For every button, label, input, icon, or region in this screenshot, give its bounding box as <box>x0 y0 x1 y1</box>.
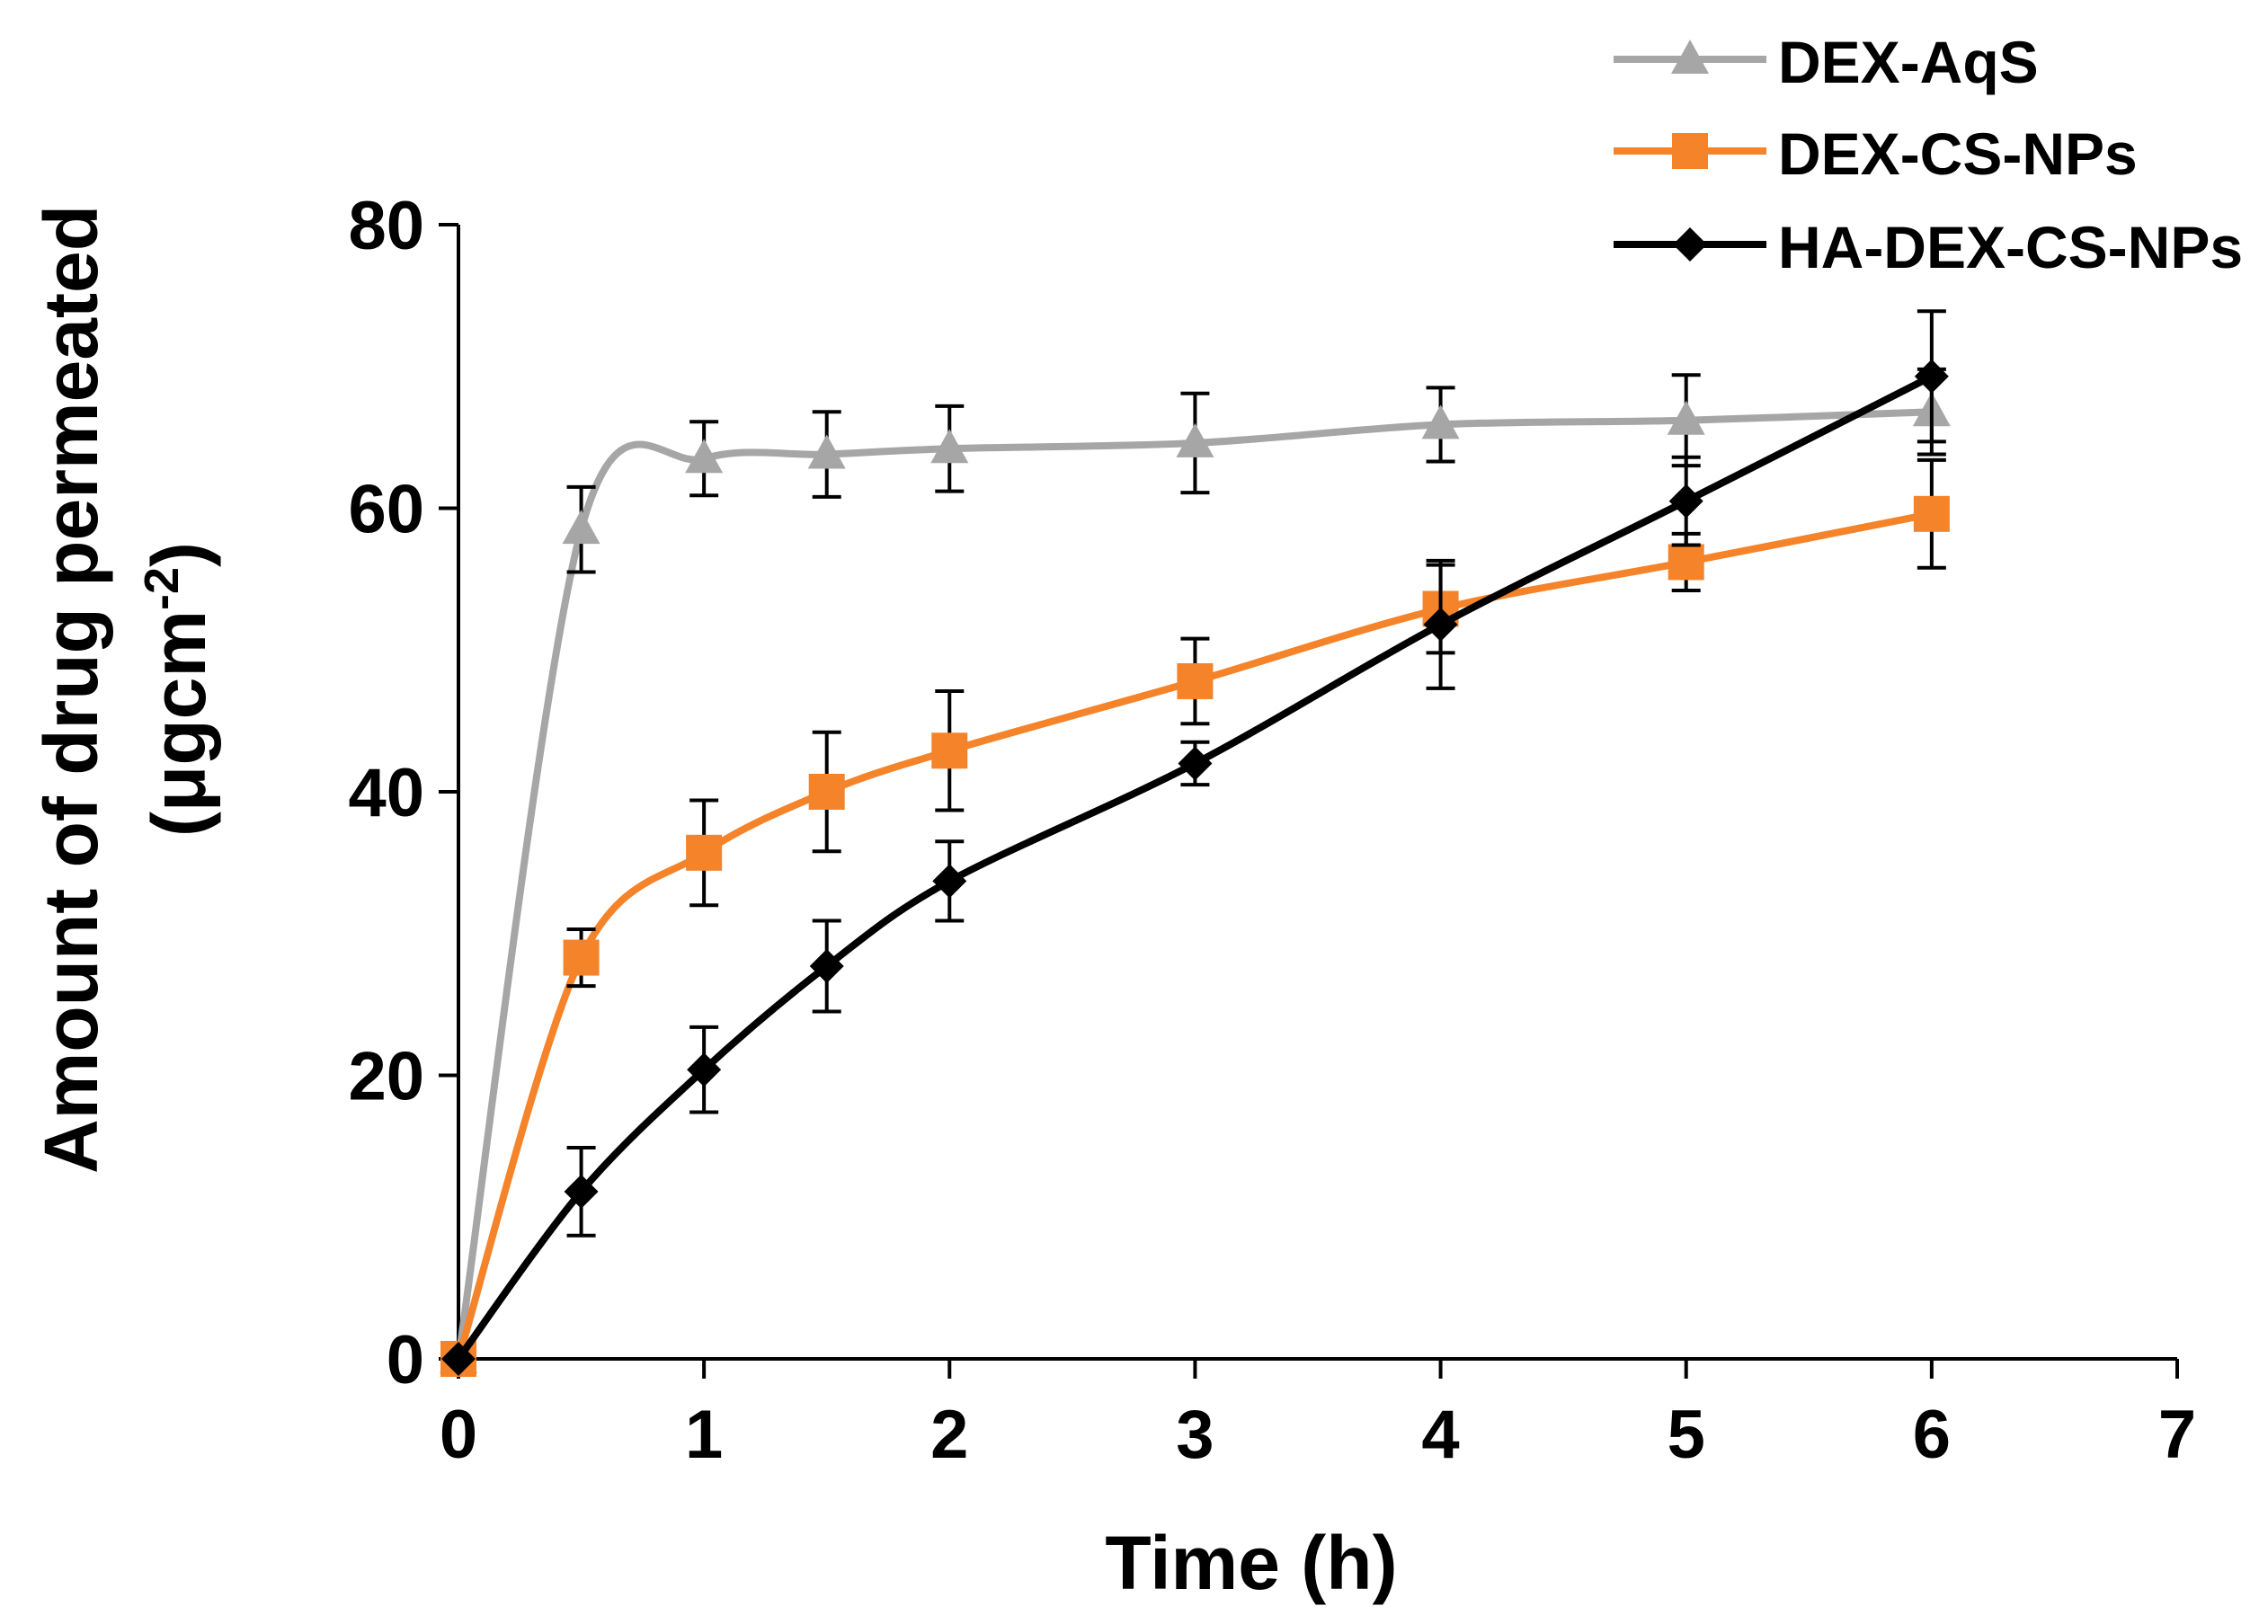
x-tick-label: 1 <box>685 1397 723 1473</box>
data-point <box>1668 544 1704 581</box>
x-tick-label: 5 <box>1668 1397 1705 1473</box>
legend-swatch-marker <box>1673 227 1707 262</box>
legend-item: DEX-AqS <box>1614 29 2039 95</box>
y-axis-ticks: 0 20 40 60 80 <box>348 188 458 1398</box>
y-axis-title: Amount of drug permeated (μgcm-2) <box>29 205 221 1174</box>
x-tick-label: 2 <box>930 1397 968 1473</box>
x-tick-label: 7 <box>2158 1397 2196 1473</box>
data-point <box>1177 662 1214 699</box>
legend-label: DEX-AqS <box>1778 29 2039 95</box>
data-point <box>808 774 845 810</box>
x-tick-label: 6 <box>1913 1397 1951 1473</box>
data-point <box>809 949 844 984</box>
data-point <box>1178 746 1213 781</box>
data-point <box>1914 359 1949 394</box>
legend: DEX-AqS DEX-CS-NPs HA-DEX-CS-NPs <box>1614 29 2243 280</box>
legend-item: DEX-CS-NPs <box>1614 120 2138 187</box>
x-axis-ticks: 0 1 2 3 4 5 6 7 <box>440 1359 2196 1473</box>
data-point <box>685 439 724 474</box>
data-point <box>1667 400 1705 435</box>
legend-item: HA-DEX-CS-NPs <box>1614 214 2243 280</box>
y-tick-label: 60 <box>348 472 424 548</box>
legend-label: HA-DEX-CS-NPs <box>1778 214 2243 280</box>
legend-swatch-marker <box>1672 133 1708 169</box>
plot-area <box>440 309 1951 1377</box>
series-dex-cs-nps <box>440 457 1950 1377</box>
y-axis-title-unit: (μgcm-2) <box>135 542 221 837</box>
data-point <box>932 864 967 899</box>
x-tick-label: 4 <box>1421 1397 1459 1473</box>
x-tick-label: 3 <box>1176 1397 1214 1473</box>
x-axis-title: Time (h) <box>1105 1521 1397 1605</box>
legend-label: DEX-CS-NPs <box>1778 120 2138 187</box>
data-point <box>931 732 968 769</box>
y-tick-label: 20 <box>348 1039 424 1115</box>
legend-swatch-marker <box>1671 40 1709 74</box>
y-tick-label: 80 <box>348 188 424 264</box>
y-tick-label: 40 <box>348 755 424 831</box>
unit-prefix: (μgcm <box>137 610 221 837</box>
data-point <box>563 939 600 976</box>
data-point <box>564 1174 599 1209</box>
y-tick-label: 0 <box>387 1322 424 1398</box>
data-point <box>441 1342 476 1376</box>
unit-superscript: -2 <box>135 567 189 610</box>
data-point <box>807 434 846 469</box>
data-point <box>1913 495 1950 532</box>
series-dex-aqs <box>440 367 1951 1373</box>
data-point <box>562 510 600 545</box>
unit-suffix: ) <box>137 542 221 567</box>
data-point <box>1423 607 1458 642</box>
series-ha-dex-cs-nps <box>441 309 1949 1376</box>
x-tick-label: 0 <box>440 1397 477 1473</box>
data-point <box>930 429 969 464</box>
data-point <box>686 834 723 871</box>
y-axis-title-line1: Amount of drug permeated <box>29 205 113 1174</box>
series-line <box>455 408 1932 1360</box>
data-point <box>1668 484 1703 519</box>
series-line <box>455 373 1934 1362</box>
data-point <box>1421 404 1460 439</box>
data-point <box>1176 422 1214 457</box>
data-point <box>687 1052 722 1087</box>
